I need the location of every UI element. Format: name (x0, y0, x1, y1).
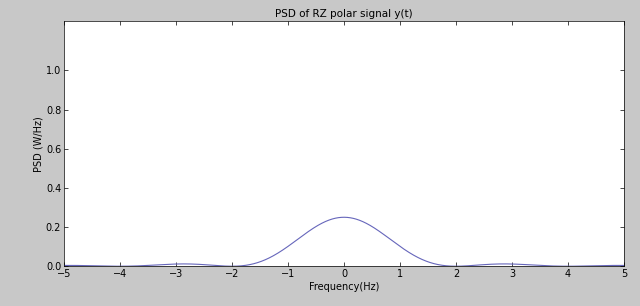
Y-axis label: PSD (W/Hz): PSD (W/Hz) (33, 116, 43, 172)
Title: PSD of RZ polar signal y(t): PSD of RZ polar signal y(t) (275, 9, 413, 19)
X-axis label: Frequency(Hz): Frequency(Hz) (309, 282, 379, 292)
